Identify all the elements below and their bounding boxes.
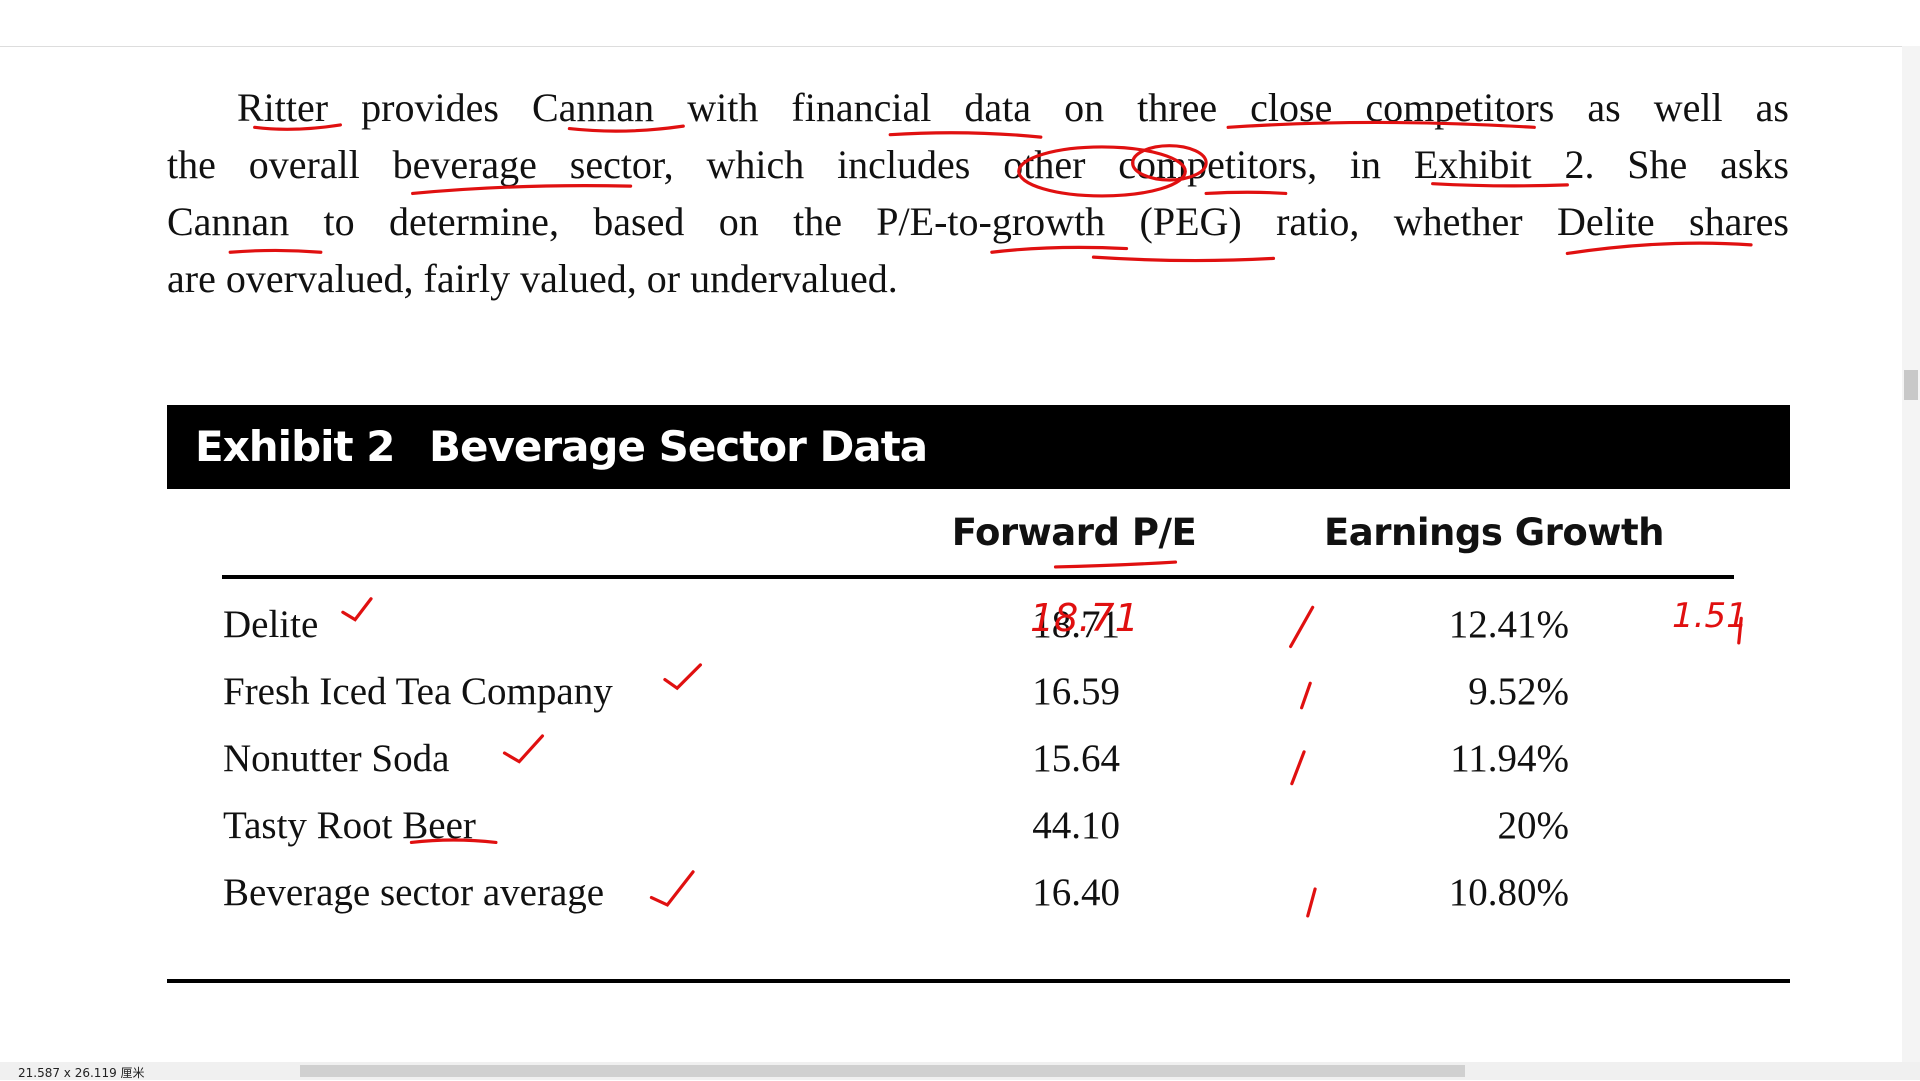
row-label: Tasty Root Beer	[223, 804, 476, 847]
text-line: the overall beverage sector, which inclu…	[167, 142, 1789, 187]
text-line: Ritter provides Cannan with financial da…	[237, 85, 1789, 130]
page-size: 21.587 x 26.119 厘米	[18, 1066, 145, 1080]
exhibit-title: Beverage Sector Data	[429, 422, 928, 471]
text-line: Cannan to determine, based on the P/E-to…	[167, 199, 1789, 244]
vertical-scrollbar[interactable]	[1902, 46, 1920, 1062]
row-label: Delite	[223, 603, 319, 646]
exhibit-bar: Exhibit 2 Beverage Sector Data	[167, 405, 1790, 489]
pe-value: 18.71	[1032, 603, 1120, 646]
pe-value: 44.10	[1032, 804, 1120, 847]
header-rule	[222, 575, 1734, 579]
pe-value: 16.59	[1032, 670, 1120, 713]
row-label: Beverage sector average	[223, 871, 605, 914]
exhibit-label: Exhibit 2	[195, 422, 395, 471]
row-label: Nonutter Soda	[223, 737, 450, 780]
text-line: are overvalued, fairly valued, or underv…	[167, 256, 898, 301]
handwritten-note: 1.51	[1672, 596, 1748, 636]
column-header: Forward P/E	[951, 511, 1197, 554]
growth-value: 20%	[1497, 804, 1570, 847]
handwritten-note: 18.71	[1030, 596, 1139, 640]
column-header: Earnings Growth	[1324, 511, 1665, 554]
pe-value: 16.40	[1032, 871, 1120, 914]
h-scroll-thumb[interactable]	[300, 1065, 1465, 1077]
pe-value: 15.64	[1032, 737, 1120, 780]
bottom-rule	[167, 979, 1790, 983]
growth-value: 10.80%	[1448, 871, 1569, 914]
growth-value: 11.94%	[1450, 737, 1569, 780]
toolbar-border	[0, 46, 1902, 47]
growth-value: 12.41%	[1448, 603, 1569, 646]
status-bar: 21.587 x 26.119 厘米	[0, 1062, 1920, 1080]
growth-value: 9.52%	[1468, 670, 1569, 713]
scroll-thumb[interactable]	[1904, 370, 1918, 400]
row-label: Fresh Iced Tea Company	[223, 670, 613, 713]
